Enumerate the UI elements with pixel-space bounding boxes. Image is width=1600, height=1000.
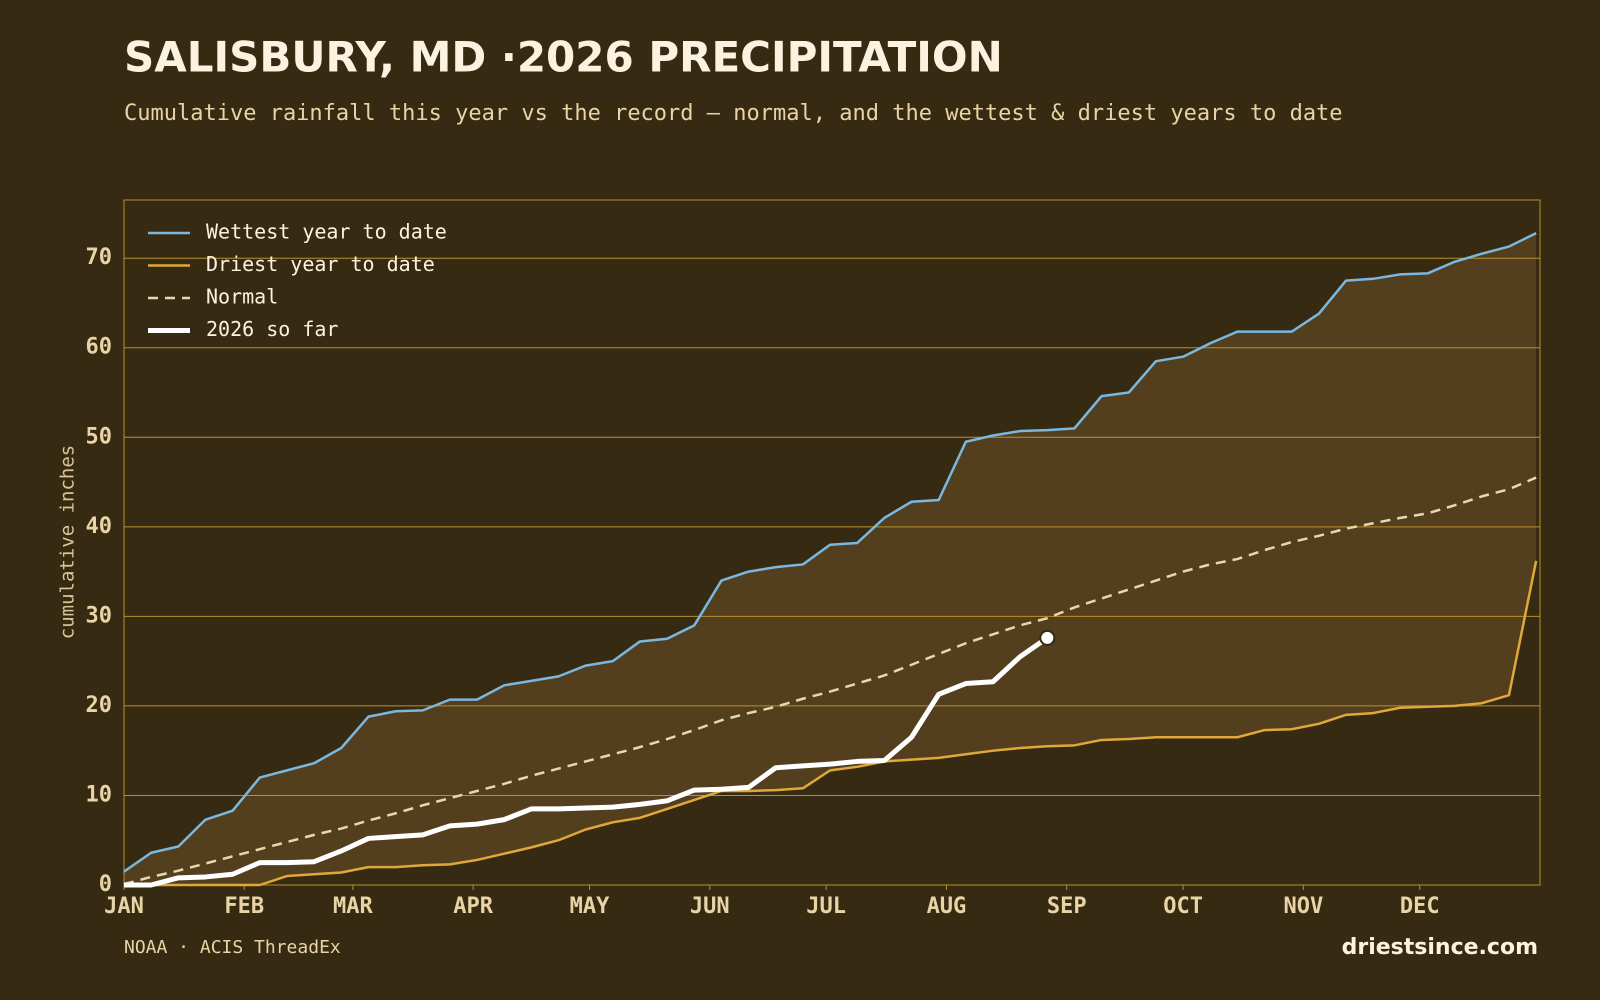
x-tick-label: FEB (224, 894, 264, 919)
series-line (123, 232, 1537, 873)
y-tick-label: 30 (86, 603, 113, 628)
chart-title: SALISBURY, MD ·2026 PRECIPITATION (124, 33, 1003, 82)
y-tick-label: 10 (86, 782, 113, 807)
y-axis-label: cumulative inches (57, 445, 79, 639)
range-band (124, 233, 1537, 885)
x-tick-label: AUG (927, 894, 967, 919)
y-tick-label: 20 (86, 693, 113, 718)
source: NOAA · ACIS ThreadEx (124, 937, 341, 958)
y-tick-label: 60 (86, 335, 113, 360)
x-tick-label: MAY (570, 894, 610, 919)
brand: driestsince.com (1342, 935, 1538, 960)
series-line (124, 635, 1049, 888)
x-tick-label: MAR (333, 894, 373, 919)
y-tick-label: 70 (86, 245, 113, 270)
series-line (124, 560, 1538, 887)
series-line (123, 476, 1537, 886)
x-tick-label: SEP (1047, 894, 1087, 919)
latest-point (1039, 629, 1056, 646)
x-tick-label: APR (453, 894, 493, 919)
chart-subtitle: Cumulative rainfall this year vs the rec… (124, 101, 1343, 126)
y-tick-label: 0 (99, 872, 112, 897)
legend-label: 2026 so far (206, 317, 338, 341)
x-tick-label: OCT (1163, 894, 1203, 919)
x-tick-label: JUN (690, 894, 730, 919)
x-tick-label: JUL (806, 894, 846, 919)
x-tick-label: NOV (1283, 894, 1323, 919)
y-tick-label: 50 (86, 424, 113, 449)
y-tick-label: 40 (86, 514, 113, 539)
x-tick-label: DEC (1400, 894, 1440, 919)
legend-label: Wettest year to date (206, 220, 447, 244)
legend-label: Normal (206, 285, 278, 309)
legend-label: Driest year to date (206, 252, 435, 276)
x-tick-label: JAN (104, 894, 144, 919)
plot-border (123, 199, 1541, 886)
